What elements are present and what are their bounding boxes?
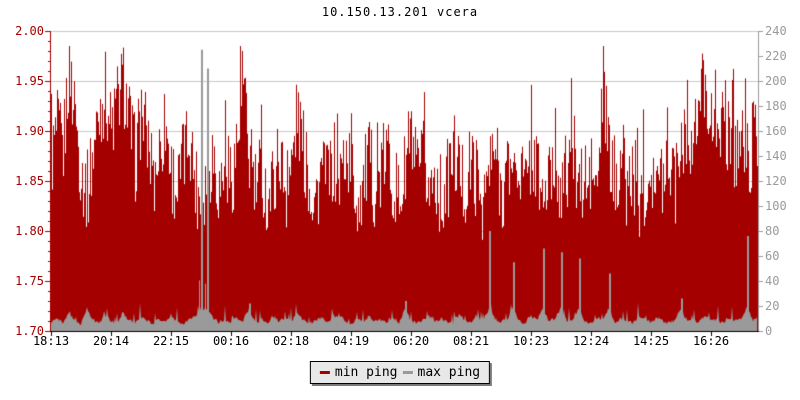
y-right-tick-label: 120 [765,174,787,188]
y-right-tick-label: 200 [765,74,787,88]
y-right-tick-label: 80 [765,224,780,238]
y-left-tick-label: 1.80 [15,224,44,238]
y-right-tick-label: 220 [765,49,787,63]
x-tick-label: 04:19 [332,334,370,348]
x-tick-label: 18:13 [32,334,70,348]
y-right-tick-label: 40 [765,274,780,288]
y-right-tick-label: 20 [765,299,780,313]
legend-label-min-ping: min ping [334,365,398,380]
x-tick-label: 08:21 [452,334,490,348]
y-right-tick-label: 0 [765,324,773,338]
legend-label-max-ping: max ping [417,365,481,380]
x-tick-label: 00:16 [212,334,250,348]
y-right-tick-label: 60 [765,249,780,263]
y-left-tick-label: 2.00 [15,24,44,38]
x-tick-label: 14:25 [632,334,670,348]
x-tick-label: 16:26 [692,334,730,348]
legend: min ping max ping [309,361,491,384]
y-left-tick-label: 1.70 [15,324,44,338]
y-left-tick-label: 1.95 [15,74,44,88]
x-tick-label: 10:23 [512,334,550,348]
min-ping-swatch-icon [319,371,330,374]
x-tick-label: 22:15 [152,334,190,348]
max-ping-swatch-icon [402,371,413,374]
y-right-tick-label: 160 [765,124,787,138]
y-right-tick-label: 100 [765,199,787,213]
y-right-tick-label: 180 [765,99,787,113]
y-left-tick-label: 1.85 [15,174,44,188]
y-left-tick-label: 1.90 [15,124,44,138]
y-left-tick-label: 1.75 [15,274,44,288]
y-right-tick-label: 240 [765,24,787,38]
x-tick-label: 06:20 [392,334,430,348]
x-tick-label: 12:24 [572,334,610,348]
y-right-tick-label: 140 [765,149,787,163]
x-tick-label: 02:18 [272,334,310,348]
x-tick-label: 20:14 [92,334,130,348]
